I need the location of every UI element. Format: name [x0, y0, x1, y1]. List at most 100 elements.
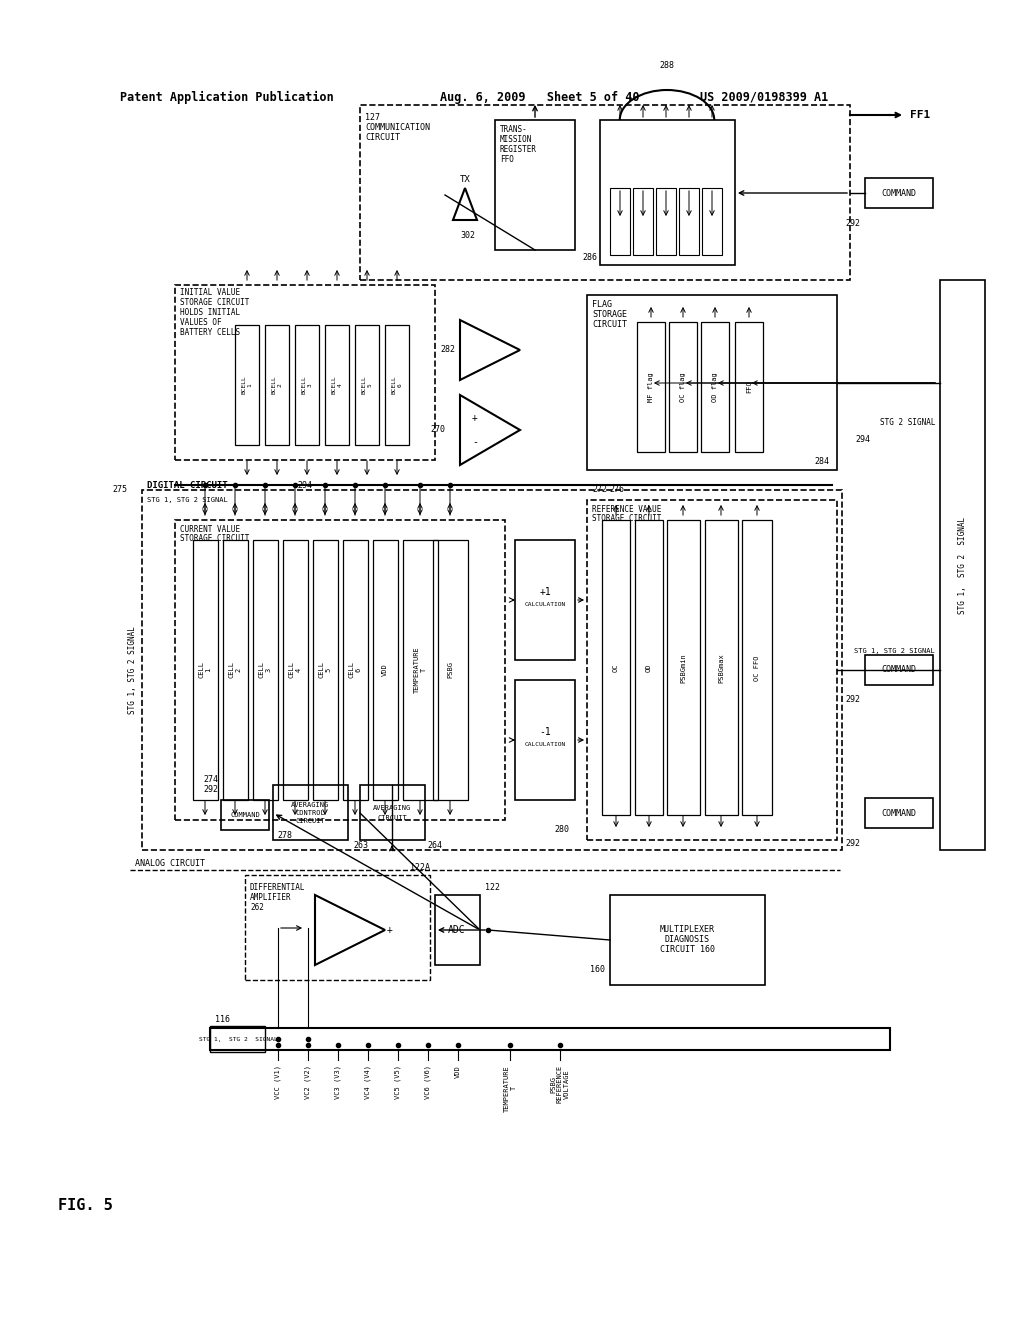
Text: 276: 276 [609, 486, 624, 495]
Text: OC flag: OC flag [680, 372, 686, 401]
Text: STG 1, STG 2 SIGNAL: STG 1, STG 2 SIGNAL [128, 626, 136, 714]
Text: CELL
3: CELL 3 [258, 661, 271, 678]
Text: CELL
4: CELL 4 [289, 661, 301, 678]
Text: OC FFO: OC FFO [754, 655, 760, 681]
Bar [742, 520, 772, 814]
Bar [610, 187, 630, 255]
Text: CELL
5: CELL 5 [318, 661, 332, 678]
Text: 280: 280 [554, 825, 569, 834]
Text: ADC: ADC [449, 925, 466, 935]
Text: COMMAND: COMMAND [230, 812, 260, 818]
Text: 292: 292 [845, 838, 860, 847]
Text: HOLDS INITIAL: HOLDS INITIAL [180, 308, 240, 317]
Text: BATTERY CELLS: BATTERY CELLS [180, 327, 240, 337]
Bar [325, 325, 349, 445]
Bar [701, 322, 729, 451]
Text: STG 2 SIGNAL: STG 2 SIGNAL [880, 418, 935, 426]
Text: -1: -1 [539, 727, 551, 737]
Bar [193, 540, 218, 800]
Text: CELL
6: CELL 6 [348, 661, 361, 678]
Text: 262: 262 [250, 903, 264, 912]
Text: CIRCUIT 160: CIRCUIT 160 [659, 945, 715, 954]
Text: PSBGmax: PSBGmax [718, 653, 724, 682]
Text: VC5 (V5): VC5 (V5) [394, 1065, 401, 1100]
Bar [865, 655, 933, 685]
Text: COMMAND: COMMAND [882, 665, 916, 675]
Text: MF flag: MF flag [648, 372, 654, 401]
Bar [175, 285, 435, 459]
Bar [245, 875, 430, 979]
Text: FLAG: FLAG [592, 300, 612, 309]
Text: FFO: FFO [746, 380, 752, 393]
Text: CELL
2: CELL 2 [228, 661, 242, 678]
Text: 127: 127 [365, 114, 380, 121]
Text: 263: 263 [353, 841, 368, 850]
Bar [637, 322, 665, 451]
Text: US 2009/0198399 A1: US 2009/0198399 A1 [700, 91, 828, 103]
Bar [635, 520, 663, 814]
Bar [265, 325, 289, 445]
Text: OD flag: OD flag [712, 372, 718, 401]
Text: 275: 275 [112, 486, 127, 495]
Text: BCELL
1: BCELL 1 [242, 376, 252, 395]
Text: BCELL
2: BCELL 2 [271, 376, 283, 395]
Text: COMMUNICATION: COMMUNICATION [365, 123, 430, 132]
Bar [273, 785, 348, 840]
Text: TX: TX [460, 176, 470, 185]
Bar [360, 785, 425, 840]
Bar [355, 325, 379, 445]
Text: FFO: FFO [500, 154, 514, 164]
Text: 274: 274 [203, 776, 218, 784]
Text: CIRCUIT: CIRCUIT [365, 133, 400, 143]
Text: MULTIPLEXER: MULTIPLEXER [659, 925, 715, 935]
Bar [515, 540, 575, 660]
Text: VALUES OF: VALUES OF [180, 318, 221, 327]
Bar [142, 490, 842, 850]
Text: ANALOG CIRCUIT: ANALOG CIRCUIT [135, 859, 205, 869]
Text: 282: 282 [440, 346, 455, 355]
Text: Aug. 6, 2009   Sheet 5 of 40: Aug. 6, 2009 Sheet 5 of 40 [440, 91, 640, 103]
Bar [600, 120, 735, 265]
Text: VC2 (V2): VC2 (V2) [305, 1065, 311, 1100]
Text: 272: 272 [592, 486, 607, 495]
Text: VC4 (V4): VC4 (V4) [365, 1065, 372, 1100]
Text: CELL
1: CELL 1 [199, 661, 212, 678]
Text: STORAGE CIRCUIT: STORAGE CIRCUIT [180, 535, 250, 543]
Text: 116: 116 [215, 1015, 230, 1024]
Text: COMMAND: COMMAND [882, 189, 916, 198]
Text: MISSION: MISSION [500, 135, 532, 144]
Bar [234, 325, 259, 445]
Text: INITIAL VALUE: INITIAL VALUE [180, 288, 240, 297]
Bar [515, 680, 575, 800]
Bar [633, 187, 653, 255]
Bar [253, 540, 278, 800]
Text: 286: 286 [582, 252, 597, 261]
Text: 278: 278 [278, 830, 292, 840]
Text: REFERENCE VALUE: REFERENCE VALUE [592, 506, 662, 513]
Text: VDD: VDD [382, 664, 388, 676]
Text: 302: 302 [460, 231, 475, 239]
Text: AMPLIFIER: AMPLIFIER [250, 894, 292, 902]
Text: +: + [472, 413, 478, 422]
Text: VCC (V1): VCC (V1) [274, 1065, 282, 1100]
Bar [679, 187, 699, 255]
Text: PSBG: PSBG [447, 661, 453, 678]
Text: STORAGE: STORAGE [592, 310, 627, 319]
Text: STORAGE CIRCUIT: STORAGE CIRCUIT [592, 513, 662, 523]
Text: COMMAND: COMMAND [882, 808, 916, 817]
Bar [283, 540, 308, 800]
Bar [865, 799, 933, 828]
Bar [587, 294, 837, 470]
Bar [210, 1026, 265, 1052]
Bar [343, 540, 368, 800]
Bar [360, 106, 850, 280]
Bar [433, 540, 468, 800]
Text: CIRCUIT: CIRCUIT [295, 818, 325, 824]
Text: VDD: VDD [455, 1065, 461, 1077]
Text: AVERAGING: AVERAGING [373, 805, 411, 810]
Text: AVERAGING: AVERAGING [291, 803, 329, 808]
Bar [403, 540, 438, 800]
Bar [223, 540, 248, 800]
Bar [610, 895, 765, 985]
Text: VC6 (V6): VC6 (V6) [425, 1065, 431, 1100]
